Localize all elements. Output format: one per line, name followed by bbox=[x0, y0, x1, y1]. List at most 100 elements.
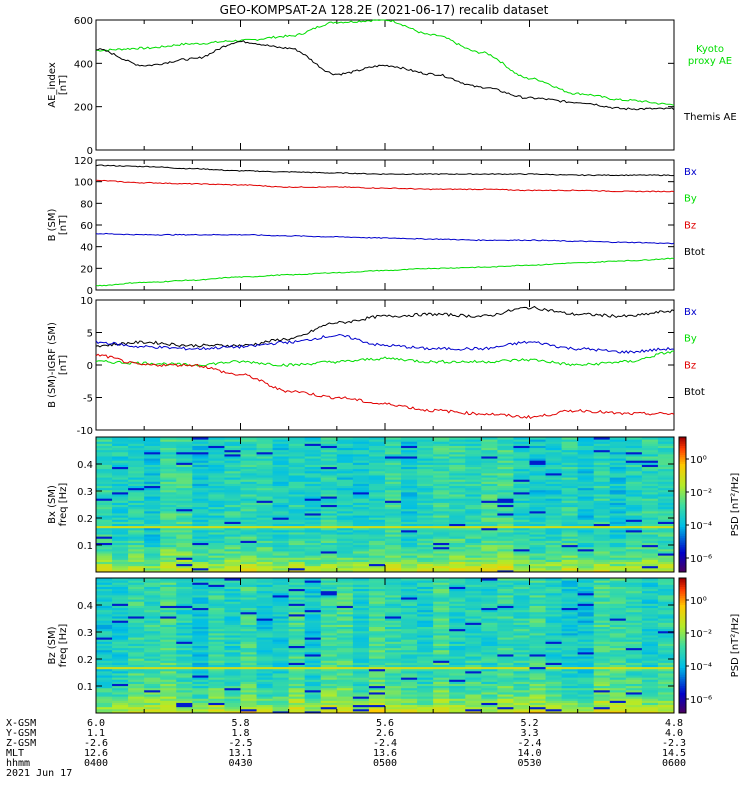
ylabel-2-0: B (SM)-IGRF (SM) bbox=[47, 322, 58, 408]
legend-kyoto-1: proxy AE bbox=[688, 56, 732, 67]
ephem-value-3-3: 14.0 bbox=[517, 748, 541, 759]
legend-2-bx: Bx bbox=[684, 307, 697, 318]
ylabel-0-0: AE_index bbox=[47, 62, 58, 108]
ephem-value-2-4: 0500 bbox=[373, 758, 397, 769]
colorbar-label-3: PSD [nT²/Hz] bbox=[730, 473, 741, 537]
colorbar-frame-3 bbox=[678, 436, 687, 573]
ephem-value-3-2: -2.4 bbox=[517, 738, 541, 749]
ephem-value-0-3: 12.6 bbox=[84, 748, 108, 759]
ephem-value-1-0: 5.8 bbox=[231, 718, 249, 729]
ytick-label-1-5: 100 bbox=[74, 178, 93, 189]
ephem-value-1-4: 0430 bbox=[228, 758, 252, 769]
ephem-label-0: X-GSM bbox=[6, 718, 36, 729]
spectrogram-4 bbox=[96, 578, 675, 714]
legend-1-btot: Btot bbox=[684, 247, 705, 258]
ytick-label-1-6: 120 bbox=[74, 156, 93, 167]
ephem-value-2-0: 5.6 bbox=[376, 718, 394, 729]
legend-themis: Themis AE bbox=[683, 112, 737, 123]
cbar-tick-label-3-1: 10⁻² bbox=[690, 488, 712, 499]
ytick-label-1-2: 40 bbox=[80, 243, 93, 254]
ephem-value-0-2: -2.6 bbox=[84, 738, 108, 749]
legend-2-by: By bbox=[684, 334, 697, 345]
ephem-value-1-2: -2.5 bbox=[228, 738, 252, 749]
ephem-value-4-2: -2.3 bbox=[662, 738, 686, 749]
ytick-label-1-0: 0 bbox=[87, 286, 93, 297]
series-1-bx bbox=[95, 232, 675, 245]
cbar-tick-label-3-2: 10⁻⁴ bbox=[690, 521, 712, 532]
cbar-tick-label-4-2: 10⁻⁴ bbox=[690, 662, 712, 673]
series-1-btot bbox=[95, 164, 675, 177]
ytick-label-0-1: 200 bbox=[74, 103, 93, 114]
ephem-value-3-4: 0530 bbox=[517, 758, 541, 769]
ytick-label-4-0: 0.1 bbox=[77, 682, 93, 693]
ephem-value-3-1: 3.3 bbox=[520, 728, 538, 739]
legend-2-btot: Btot bbox=[684, 387, 705, 398]
series-0-themis-ae bbox=[95, 40, 675, 111]
series-1-bz bbox=[95, 179, 675, 193]
ytick-label-2-0: -10 bbox=[77, 426, 93, 437]
series-2-by bbox=[95, 350, 675, 367]
ytick-label-2-3: 5 bbox=[87, 329, 93, 340]
ephem-value-2-1: 2.6 bbox=[376, 728, 394, 739]
ephem-label-5: 2021 Jun 17 bbox=[6, 768, 72, 779]
cbar-tick-label-3-3: 10⁻⁶ bbox=[690, 554, 712, 565]
ytick-label-1-4: 80 bbox=[80, 199, 93, 210]
ephem-value-4-0: 4.8 bbox=[665, 718, 683, 729]
legend-2-bz: Bz bbox=[684, 360, 696, 371]
ytick-label-3-2: 0.3 bbox=[77, 487, 93, 498]
ytick-label-3-0: 0.1 bbox=[77, 541, 93, 552]
cbar-tick-label-3-0: 10⁰ bbox=[690, 455, 707, 466]
ephem-value-2-2: -2.4 bbox=[373, 738, 397, 749]
ytick-label-0-0: 0 bbox=[87, 146, 93, 157]
legend-1-bz: Bz bbox=[684, 220, 696, 231]
ytick-label-2-4: 10 bbox=[80, 296, 93, 307]
ephem-value-4-3: 14.5 bbox=[662, 748, 686, 759]
series-0-kyoto-proxy-ae bbox=[95, 19, 675, 106]
ephem-value-0-0: 6.0 bbox=[87, 718, 105, 729]
ephem-value-2-3: 13.6 bbox=[373, 748, 397, 759]
ytick-label-1-3: 60 bbox=[80, 221, 93, 232]
cbar-tick-label-4-3: 10⁻⁶ bbox=[690, 695, 712, 706]
legend-1-by: By bbox=[684, 194, 697, 205]
ylabel-0-1: [nT] bbox=[58, 75, 69, 95]
ytick-label-2-1: -5 bbox=[83, 394, 93, 405]
ytick-label-0-3: 600 bbox=[74, 16, 93, 27]
ylabel-2-1: [nT] bbox=[58, 355, 69, 375]
cbar-tick-label-4-0: 10⁰ bbox=[690, 596, 707, 607]
legend-kyoto-0: Kyoto bbox=[696, 44, 724, 55]
colorbar-4 bbox=[679, 578, 686, 714]
ylabel-1-0: B (SM) bbox=[47, 208, 58, 241]
ephem-value-1-1: 1.8 bbox=[231, 728, 249, 739]
ephem-value-1-3: 13.1 bbox=[228, 748, 252, 759]
panel-frame-0 bbox=[95, 19, 675, 151]
cbar-tick-label-4-1: 10⁻² bbox=[690, 629, 712, 640]
spectrogram-3 bbox=[96, 437, 675, 573]
series-2-bz bbox=[95, 353, 675, 420]
ytick-label-4-1: 0.2 bbox=[77, 655, 93, 666]
ephem-value-3-0: 5.2 bbox=[520, 718, 538, 729]
colorbar-label-4: PSD [nT²/Hz] bbox=[730, 614, 741, 678]
ylabel-4-0: Bz (SM) bbox=[47, 626, 58, 664]
colorbar-frame-4 bbox=[678, 577, 687, 714]
ephem-value-0-1: 1.1 bbox=[87, 728, 105, 739]
ylabel-1-1: [nT] bbox=[58, 215, 69, 235]
ylabel-3-0: Bx (SM) bbox=[47, 485, 58, 524]
ytick-label-3-1: 0.2 bbox=[77, 514, 93, 525]
ephem-label-1: Y-GSM bbox=[6, 728, 36, 739]
series-2-bx bbox=[95, 333, 675, 354]
ylabel-3-1: freq [Hz] bbox=[58, 483, 69, 527]
ephem-value-4-1: 4.0 bbox=[665, 728, 683, 739]
series-2-btot bbox=[95, 305, 675, 348]
ephem-label-2: Z-GSM bbox=[6, 738, 36, 749]
ephem-value-4-4: 0600 bbox=[662, 758, 686, 769]
ephem-label-4: hhmm bbox=[6, 758, 30, 769]
figure-title: GEO-KOMPSAT-2A 128.2E (2021-06-17) recal… bbox=[220, 3, 549, 17]
ytick-label-1-1: 20 bbox=[80, 264, 93, 275]
ytick-label-4-3: 0.4 bbox=[77, 601, 93, 612]
ephem-label-3: MLT bbox=[6, 748, 24, 759]
ytick-label-2-2: 0 bbox=[87, 361, 93, 372]
legend-1-bx: Bx bbox=[684, 167, 697, 178]
